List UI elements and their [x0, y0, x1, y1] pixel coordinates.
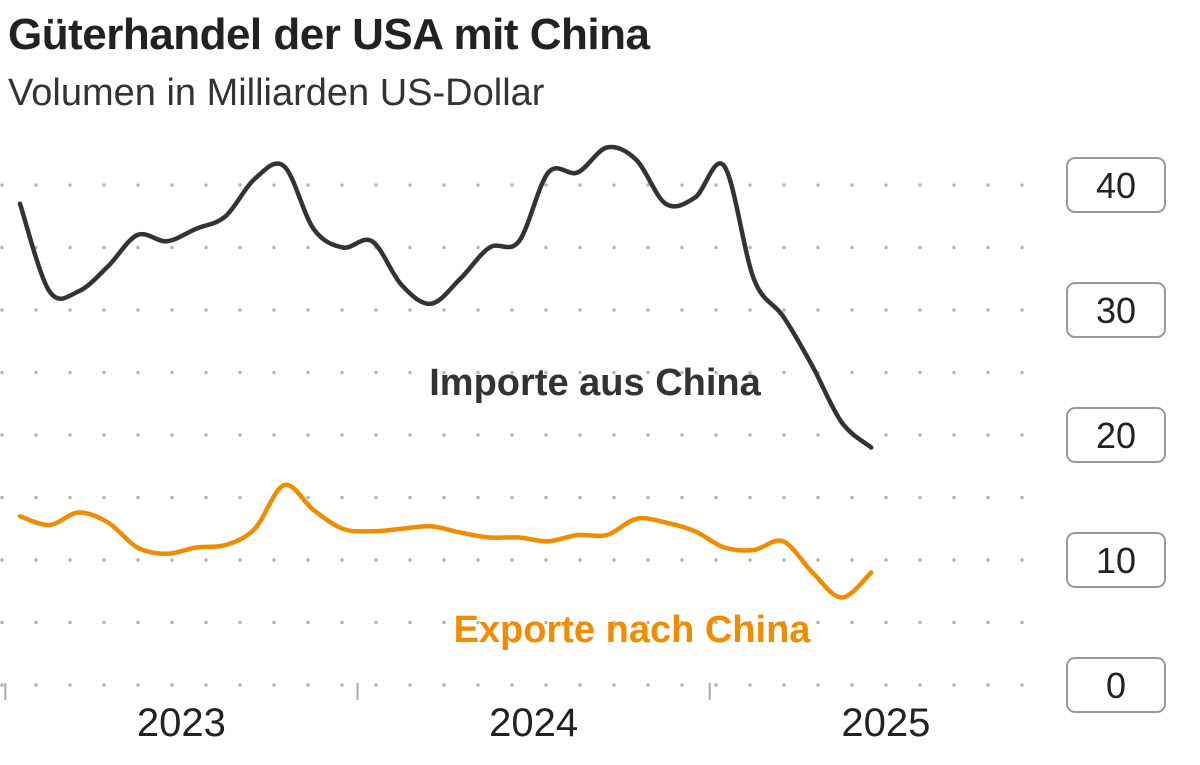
grid-row: [0, 620, 1024, 625]
series-group: [17, 144, 874, 600]
y-tick-30: 30: [1066, 282, 1166, 338]
y-tick-box: [1066, 657, 1166, 713]
y-tick-label: 20: [1096, 415, 1136, 456]
y-tick-label: 40: [1096, 165, 1136, 206]
grid-dots: [0, 183, 1024, 687]
grid-row: [0, 308, 1024, 312]
x-tick-label-2024: 2024: [489, 701, 578, 745]
y-tick-box: [1066, 407, 1166, 463]
series-label-exports: Exporte nach China: [454, 609, 812, 651]
y-tick-box: [1066, 157, 1166, 213]
grid-row: [0, 683, 1024, 687]
x-tick-label-2025: 2025: [841, 701, 930, 745]
chart-subtitle: Volumen in Milliarden US-Dollar: [8, 72, 545, 114]
x-axis-ticks: 2023 2024 2025: [4, 683, 930, 745]
y-tick-box: [1066, 532, 1166, 588]
y-axis-ticks: 0 10 20 30 40: [1066, 157, 1166, 713]
y-tick-label: 30: [1096, 290, 1136, 331]
grid-row: [0, 558, 1024, 562]
series-line-exports: [17, 482, 874, 600]
y-tick-0: 0: [1066, 657, 1166, 713]
y-tick-20: 20: [1066, 407, 1166, 463]
y-tick-label: 10: [1096, 540, 1136, 581]
y-tick-40: 40: [1066, 157, 1166, 213]
y-tick-label: 0: [1106, 665, 1126, 706]
series-label-imports: Importe aus China: [429, 362, 761, 404]
grid-row: [0, 495, 1024, 500]
x-tick-label-2023: 2023: [137, 701, 226, 745]
series-line-imports: [17, 144, 874, 450]
y-tick-box: [1066, 282, 1166, 338]
grid-row: [0, 183, 1024, 187]
y-tick-10: 10: [1066, 532, 1166, 588]
grid-row: [0, 433, 1024, 437]
chart-title: Güterhandel der USA mit China: [8, 10, 650, 59]
